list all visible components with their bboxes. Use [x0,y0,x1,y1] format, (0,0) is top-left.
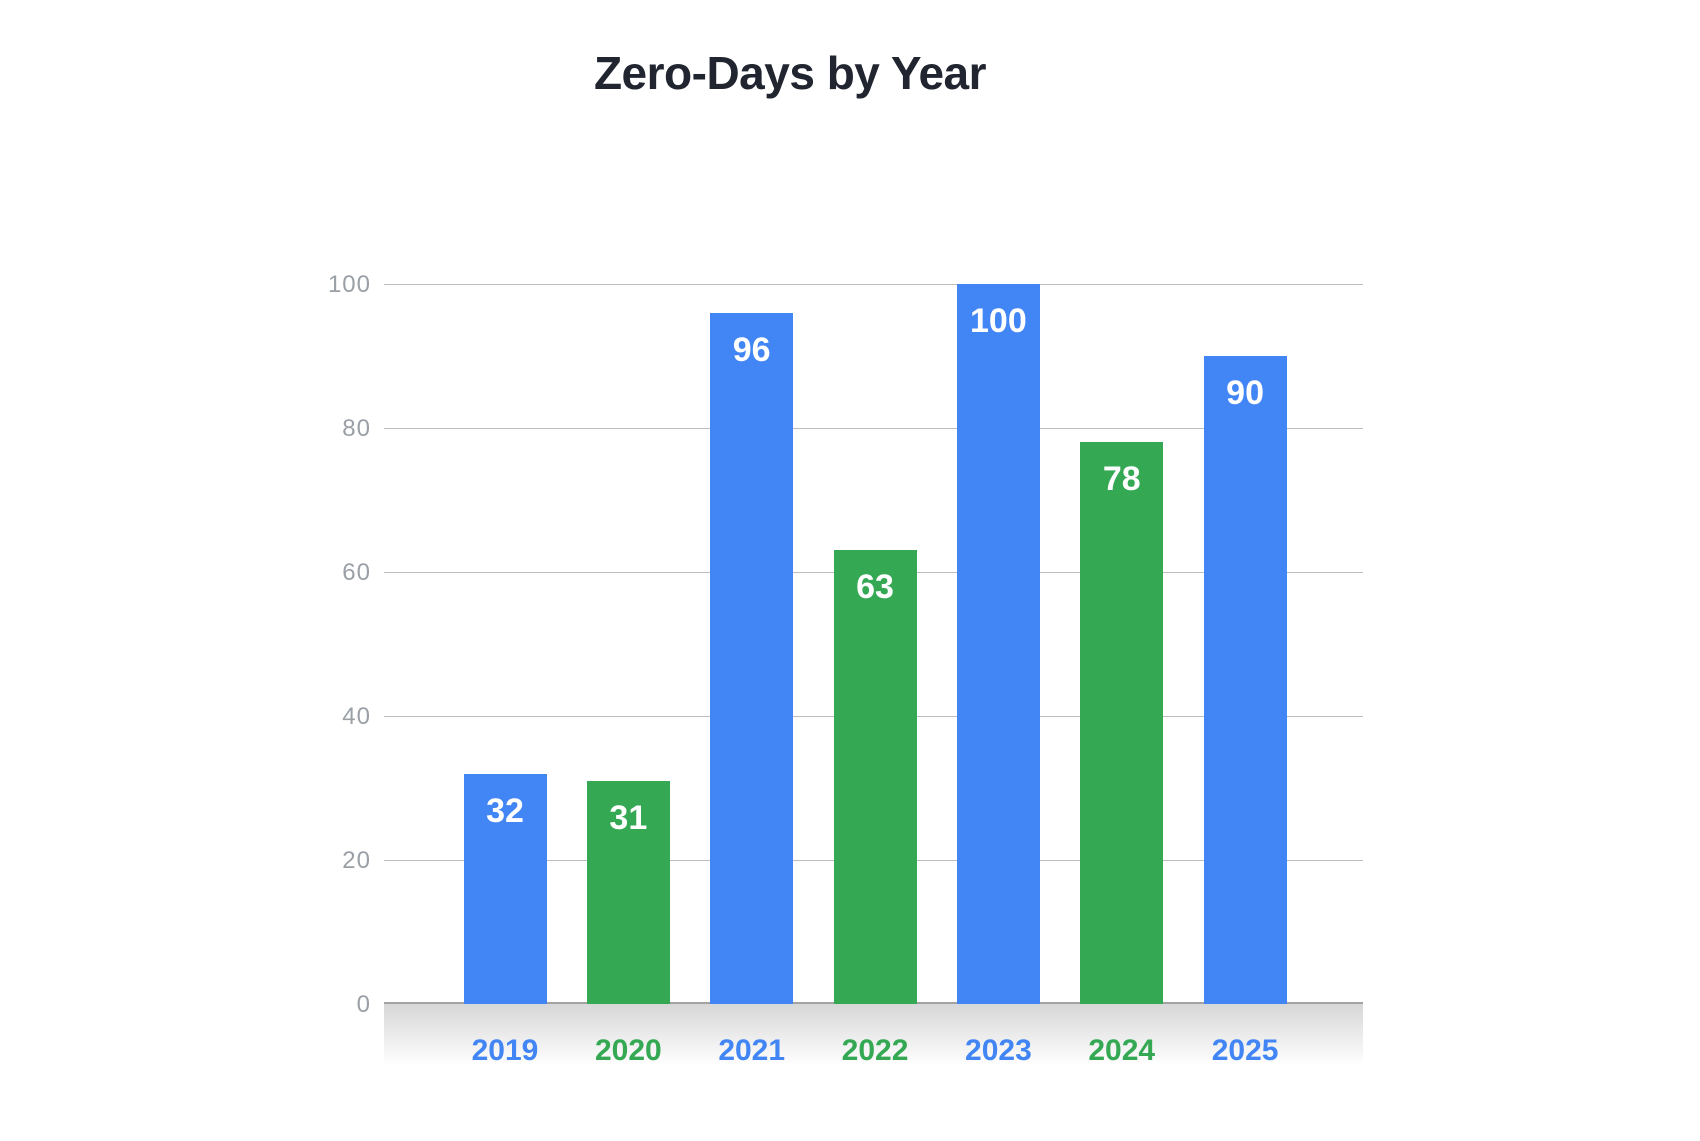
bar-2021: 96 [710,312,794,1004]
x-axis-label-2024: 2024 [1088,1034,1156,1067]
bar-2024: 78 [1080,442,1164,1004]
bar-value-label-2019: 32 [486,791,524,830]
bar-2022: 63 [833,550,917,1004]
bar-2020: 31 [586,780,670,1004]
bar-2025: 90 [1203,356,1287,1004]
y-tick-label-100: 100 [327,271,371,298]
gridline-100 [384,284,1363,285]
bar-value-label-2021: 96 [732,330,771,369]
x-axis-label-2020: 2020 [594,1034,662,1067]
y-tick-label-20: 20 [342,847,371,874]
bar-2023: 100 [956,284,1040,1004]
y-tick-label-80: 80 [342,415,371,442]
bar-value-label-2020: 31 [609,798,648,837]
gridline-80 [384,428,1363,429]
chart-title: Zero-Days by Year [593,47,987,99]
x-axis-label-2025: 2025 [1211,1034,1279,1067]
bar-value-label-2025: 90 [1226,374,1264,412]
x-axis-label-2022: 2022 [841,1034,909,1067]
x-axis-shadow-band [384,1004,1363,1066]
x-axis-label-2021: 2021 [718,1034,786,1067]
y-tick-label-60: 60 [342,559,371,586]
bar-value-label-2023: 100 [970,302,1027,340]
x-axis-label-2023: 2023 [965,1034,1032,1067]
bar-2019: 32 [463,773,547,1004]
x-axis-label-2019: 2019 [471,1034,539,1067]
y-tick-label-0: 0 [356,991,371,1018]
bar-value-label-2024: 78 [1102,460,1141,499]
y-tick-label-40: 40 [342,703,371,730]
bar-value-label-2022: 63 [856,568,894,607]
